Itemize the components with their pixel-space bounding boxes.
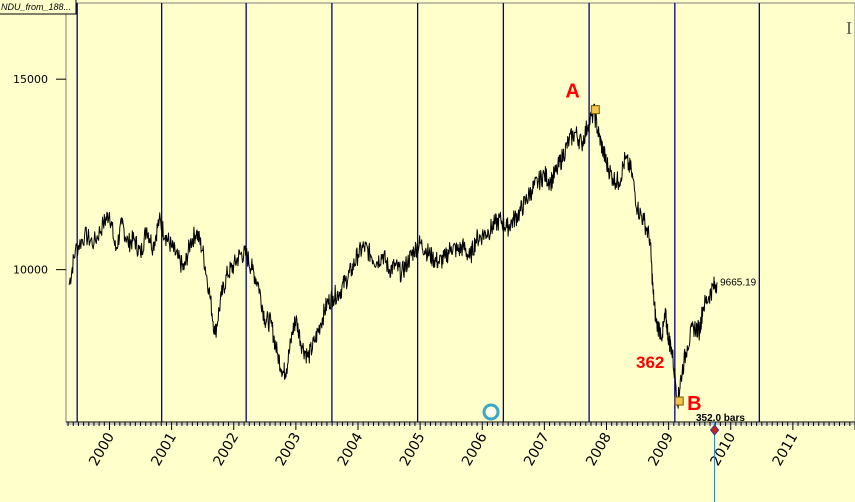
x-axis: 2000 2001 2002 2003 2004 2005 2006 2007 2008 2009… (67, 422, 855, 469)
x-tick-label-1: 2001 (148, 430, 180, 469)
count-label: 362 (636, 353, 664, 372)
cycle-lines-group (76, 3, 760, 422)
x-tick-label-0: 2000 (86, 430, 118, 469)
price-line[interactable] (68, 103, 718, 409)
x-tick-label-10: 2010 (708, 430, 740, 469)
x-tick-label-11: 2011 (770, 430, 802, 469)
x-tick-label-3: 2003 (273, 430, 305, 469)
x-tick-label-5: 2005 (397, 430, 429, 469)
point-b-marker[interactable] (674, 396, 684, 406)
x-tick-label-8: 2008 (583, 430, 615, 469)
title-tab-text: NDU_from_188... (1, 2, 71, 12)
last-value-label: 9665.19 (720, 277, 757, 288)
date-cursor-diamond-icon[interactable] (709, 424, 720, 436)
title-tab[interactable]: NDU_from_188... (0, 0, 77, 15)
x-tick-label-4: 2004 (335, 430, 367, 469)
corner-glyph: I (846, 18, 852, 38)
y-axis: 10000 15000 (13, 73, 66, 277)
series-group (68, 103, 718, 409)
refresh-ring-icon[interactable] (482, 403, 500, 421)
x-tick-label-9: 2009 (645, 430, 677, 469)
point-b-label: B (687, 393, 701, 415)
x-tick-label-6: 2006 (459, 430, 491, 469)
x-tick-label-7: 2007 (521, 430, 553, 469)
bars-label: 352.0 bars (696, 413, 745, 424)
plot-area[interactable] (65, 2, 855, 423)
y-tick-label-1: 15000 (13, 73, 48, 86)
x-axis-scrollbar-track[interactable] (66, 423, 855, 425)
y-tick-label-0: 10000 (13, 264, 48, 277)
point-a-marker[interactable] (590, 105, 600, 115)
annotations-group: A B 362 352.0 bars 9665.19 (565, 81, 757, 502)
x-tick-label-2: 2002 (211, 430, 243, 469)
point-a-label: A (565, 81, 579, 103)
